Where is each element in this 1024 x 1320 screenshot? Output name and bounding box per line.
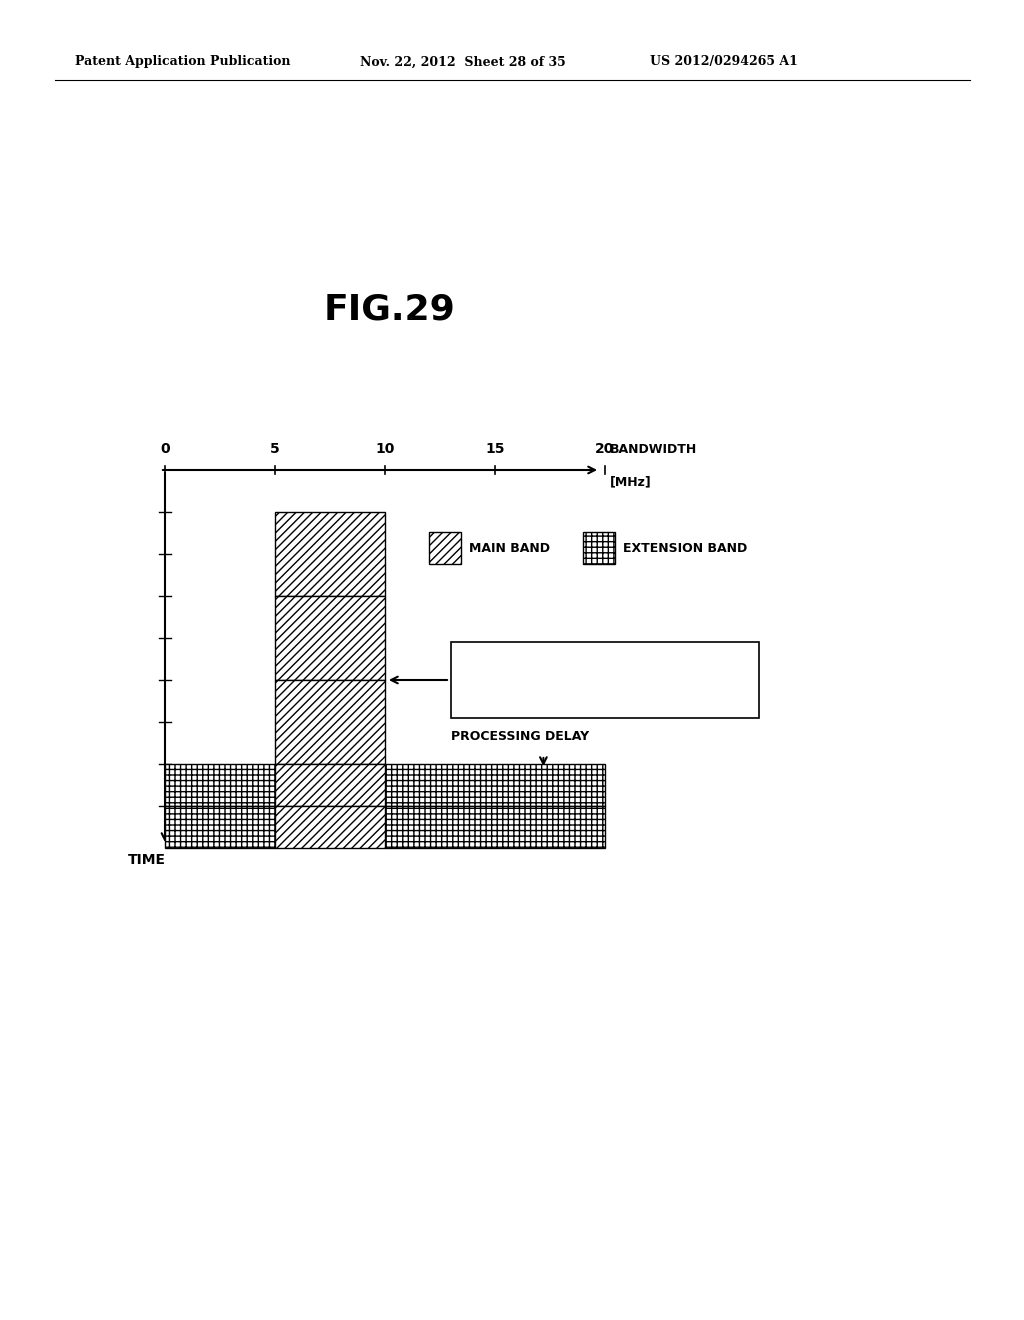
Text: 15: 15	[485, 442, 505, 455]
Bar	[429, 532, 461, 564]
Text: FIG.29: FIG.29	[324, 293, 456, 327]
Text: TIME: TIME	[128, 853, 166, 867]
Text: Patent Application Publication: Patent Application Publication	[75, 55, 291, 69]
Text: EXTENSION BAND: EXTENSION BAND	[623, 541, 748, 554]
Bar	[385, 764, 605, 807]
Bar	[275, 807, 385, 847]
Text: 10: 10	[376, 442, 394, 455]
Text: BANDWIDTH: BANDWIDTH	[610, 444, 697, 455]
Text: PROCESSING DELAY: PROCESSING DELAY	[451, 730, 589, 743]
Bar	[165, 764, 275, 807]
Bar	[275, 680, 385, 764]
Text: [MHz]: [MHz]	[610, 475, 651, 488]
Bar	[385, 807, 605, 847]
Text: 20: 20	[595, 442, 614, 455]
Text: US 2012/0294265 A1: US 2012/0294265 A1	[650, 55, 798, 69]
Bar	[275, 512, 385, 597]
Text: RECEIVE BANDWIDTH
CHANGE INFORMATION: RECEIVE BANDWIDTH CHANGE INFORMATION	[524, 664, 686, 696]
Bar	[451, 642, 759, 718]
Bar	[275, 764, 385, 807]
Bar	[165, 807, 275, 847]
Text: MAIN BAND: MAIN BAND	[469, 541, 550, 554]
Text: 0: 0	[160, 442, 170, 455]
Bar	[275, 597, 385, 680]
Text: Nov. 22, 2012  Sheet 28 of 35: Nov. 22, 2012 Sheet 28 of 35	[360, 55, 565, 69]
Text: 5: 5	[270, 442, 280, 455]
Bar	[583, 532, 615, 564]
